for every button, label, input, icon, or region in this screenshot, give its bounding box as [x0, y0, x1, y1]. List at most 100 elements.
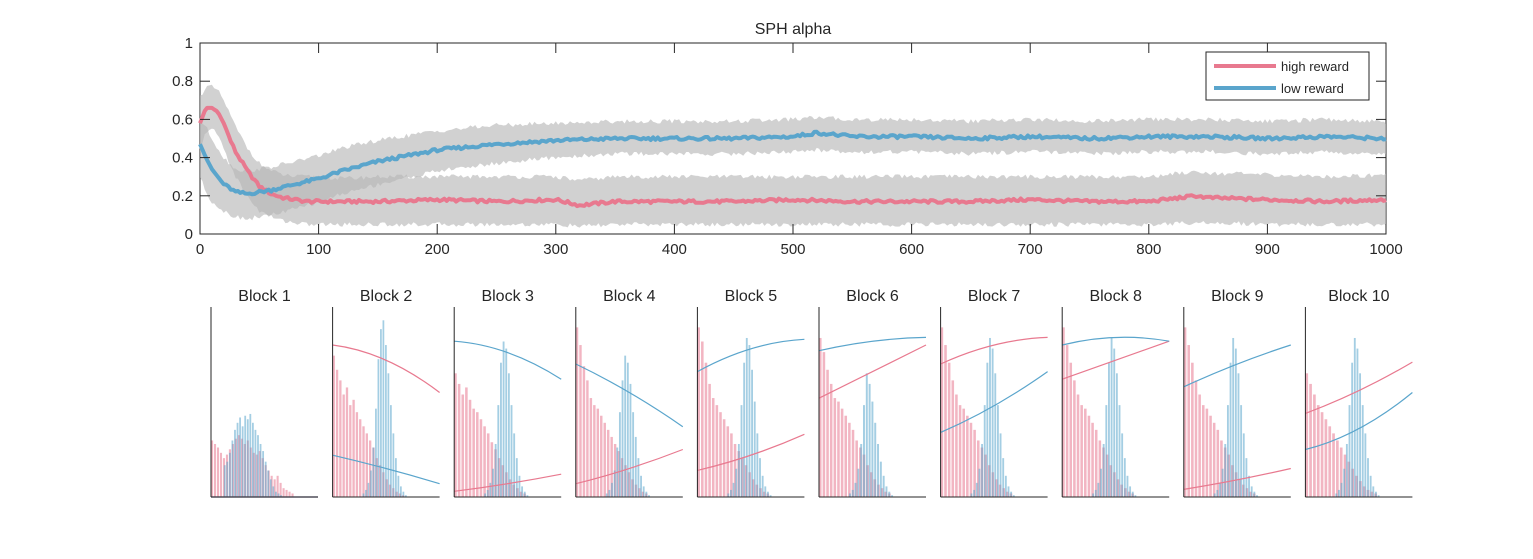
- x-tick-label: 400: [662, 241, 687, 258]
- low-reward-bar: [1338, 489, 1340, 497]
- high-reward-bar: [711, 398, 715, 497]
- low-reward-bar: [385, 345, 387, 497]
- low-reward-bar: [1364, 433, 1367, 497]
- block-title: Block 1: [238, 288, 291, 305]
- y-tick-label: 0.8: [172, 73, 193, 90]
- confidence-bands: [200, 84, 1386, 228]
- low-reward-bar: [523, 491, 526, 497]
- low-reward-bar: [740, 405, 743, 497]
- line-high-reward: [198, 105, 1387, 209]
- legend-label-high-reward: high reward: [1281, 59, 1349, 74]
- high-reward-bar: [840, 408, 844, 497]
- low-reward-bar: [1010, 491, 1013, 497]
- low-reward-bar: [882, 475, 885, 497]
- low-reward-bar: [1343, 468, 1346, 497]
- high-reward-bar: [368, 440, 372, 497]
- low-reward-bar: [1131, 491, 1134, 497]
- y-tick-label: 0.2: [172, 188, 193, 205]
- high-reward-curve: [1305, 361, 1413, 414]
- low-reward-bar: [510, 405, 513, 497]
- high-reward-bar: [490, 442, 494, 497]
- low-reward-curve: [818, 336, 927, 352]
- low-reward-bar: [885, 486, 888, 497]
- high-reward-bar: [476, 412, 479, 497]
- low-reward-bar: [526, 495, 529, 497]
- low-reward-bar: [891, 495, 894, 497]
- high-reward-curve: [697, 433, 805, 471]
- low-reward-bar: [1113, 348, 1116, 497]
- low-reward-bar: [1105, 405, 1108, 497]
- high-reward-bar: [479, 419, 483, 497]
- low-reward-bar: [605, 493, 608, 497]
- high-reward-bar: [1209, 415, 1212, 497]
- high-reward-bar: [273, 479, 276, 497]
- low-reward-bar: [975, 482, 978, 497]
- low-reward-bar: [1335, 493, 1338, 497]
- high-reward-bar: [1065, 345, 1069, 497]
- low-reward-bar: [865, 373, 868, 497]
- low-reward-bar: [879, 461, 882, 497]
- high-reward-bar: [1313, 394, 1316, 497]
- low-reward-bar: [402, 491, 405, 497]
- high-reward-bar: [610, 436, 613, 497]
- low-reward-curve: [940, 371, 1048, 433]
- low-reward-bar: [1232, 337, 1235, 497]
- block-subplot: Block 3: [453, 288, 562, 498]
- x-tick-label: 500: [780, 241, 805, 258]
- block-title: Block 2: [360, 288, 413, 305]
- high-reward-bar: [355, 412, 359, 497]
- high-reward-bar: [213, 443, 217, 497]
- low-reward-curve: [575, 363, 684, 428]
- low-reward-bar: [645, 491, 648, 497]
- low-reward-bar: [851, 489, 854, 497]
- low-reward-bar: [1002, 458, 1005, 497]
- high-reward-bar: [461, 394, 465, 497]
- low-reward-bar: [375, 408, 377, 497]
- line-low-reward: [198, 129, 1387, 197]
- low-reward-bar: [246, 419, 249, 497]
- high-reward-bar: [829, 383, 833, 497]
- high-reward-bar: [697, 327, 700, 497]
- block-title: Block 7: [968, 288, 1021, 305]
- low-reward-bar: [521, 486, 524, 497]
- high-reward-bar: [751, 479, 755, 497]
- low-reward-bar: [236, 422, 239, 497]
- low-reward-bar: [1092, 493, 1095, 497]
- block-subplot: Block 9: [1183, 288, 1291, 498]
- low-reward-bar: [262, 451, 265, 497]
- low-reward-bar: [997, 405, 999, 497]
- low-reward-bar: [991, 348, 994, 497]
- low-reward-bar: [226, 461, 229, 497]
- low-reward-bar: [515, 458, 518, 497]
- low-reward-bar: [275, 491, 277, 497]
- high-reward-bar: [1216, 429, 1220, 497]
- low-reward-bar: [1242, 433, 1245, 497]
- high-reward-bar: [365, 433, 368, 497]
- high-reward-bar: [1362, 486, 1366, 497]
- low-reward-bar: [1229, 362, 1232, 497]
- high-reward-bar: [1324, 419, 1328, 497]
- legend-box: [1205, 51, 1370, 101]
- high-reward-bar: [342, 394, 345, 497]
- high-reward-bar: [279, 482, 282, 497]
- high-reward-curve: [1183, 467, 1291, 490]
- low-reward-bar: [764, 486, 767, 497]
- high-reward-bar: [1076, 394, 1080, 497]
- low-reward-bar: [1126, 475, 1129, 497]
- x-tick-label: 900: [1255, 241, 1280, 258]
- high-reward-bar: [722, 419, 726, 497]
- low-reward-bar: [632, 412, 635, 497]
- high-reward-bar: [1069, 362, 1073, 497]
- low-reward-bar: [484, 493, 487, 497]
- low-reward-bar: [986, 362, 989, 497]
- high-reward-bar: [1336, 440, 1339, 497]
- block-title: Block 3: [481, 288, 534, 305]
- low-reward-bar: [769, 495, 772, 497]
- high-reward-bar: [947, 362, 951, 497]
- high-reward-bar: [600, 415, 603, 497]
- high-reward-bar: [349, 405, 352, 497]
- low-reward-curve: [1062, 336, 1170, 346]
- low-reward-bar: [259, 443, 262, 497]
- high-reward-bar: [483, 426, 486, 497]
- block-subplot: Block 10: [1304, 288, 1413, 498]
